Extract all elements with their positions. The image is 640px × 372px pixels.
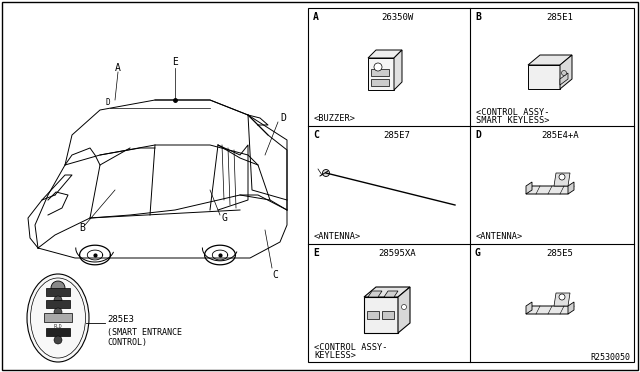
Text: E: E	[313, 248, 319, 258]
Text: C: C	[272, 270, 278, 280]
Text: 26350W: 26350W	[381, 13, 413, 22]
Bar	[371, 79, 389, 86]
Text: 285E3: 285E3	[107, 315, 134, 324]
Text: 28595XA: 28595XA	[378, 248, 416, 257]
Text: B: B	[475, 12, 481, 22]
Polygon shape	[526, 182, 532, 194]
Circle shape	[54, 336, 62, 344]
Circle shape	[323, 170, 330, 176]
Polygon shape	[528, 55, 572, 65]
Text: 285E5: 285E5	[547, 248, 573, 257]
Text: RLD: RLD	[54, 324, 62, 329]
Bar	[371, 69, 389, 76]
Text: B: B	[79, 223, 85, 233]
Text: C: C	[313, 130, 319, 140]
Circle shape	[561, 71, 566, 76]
Polygon shape	[368, 291, 382, 297]
Text: 285E1: 285E1	[547, 13, 573, 22]
Polygon shape	[526, 186, 574, 194]
Text: CONTROL): CONTROL)	[107, 337, 147, 346]
Circle shape	[54, 296, 62, 304]
Text: 285E7: 285E7	[383, 131, 410, 140]
Bar	[308, 8, 634, 362]
Text: SMART KEYLESS>: SMART KEYLESS>	[476, 115, 550, 125]
Text: <ANTENNA>: <ANTENNA>	[476, 231, 524, 241]
Bar	[44, 313, 72, 322]
Text: <BUZZER>: <BUZZER>	[314, 113, 356, 122]
Circle shape	[559, 294, 565, 300]
Bar	[368, 58, 394, 90]
Text: A: A	[313, 12, 319, 22]
Polygon shape	[526, 302, 532, 314]
Text: G: G	[475, 248, 481, 258]
Bar	[46, 300, 70, 308]
Text: R2530050: R2530050	[590, 353, 630, 362]
Polygon shape	[526, 306, 574, 314]
Text: <ANTENNA>: <ANTENNA>	[314, 231, 361, 241]
Polygon shape	[560, 55, 572, 89]
Polygon shape	[554, 173, 570, 186]
Polygon shape	[368, 50, 402, 58]
Polygon shape	[568, 302, 574, 314]
Polygon shape	[560, 73, 568, 85]
Text: D: D	[106, 97, 110, 106]
Bar	[46, 328, 70, 336]
Bar	[382, 311, 394, 319]
Polygon shape	[384, 291, 398, 297]
Polygon shape	[398, 287, 410, 333]
Ellipse shape	[27, 274, 89, 362]
Text: E: E	[172, 57, 178, 67]
Text: D: D	[475, 130, 481, 140]
Circle shape	[51, 281, 65, 295]
Polygon shape	[554, 293, 570, 306]
Text: G: G	[221, 213, 227, 223]
Text: D: D	[280, 113, 286, 123]
Circle shape	[559, 174, 565, 180]
Text: A: A	[115, 63, 121, 73]
Text: <CONTROL ASSY-: <CONTROL ASSY-	[314, 343, 387, 353]
Polygon shape	[568, 182, 574, 194]
Text: (SMART ENTRANCE: (SMART ENTRANCE	[107, 327, 182, 337]
Bar	[367, 311, 379, 319]
Text: <CONTROL ASSY-: <CONTROL ASSY-	[476, 108, 550, 116]
Circle shape	[401, 305, 406, 310]
Text: 285E4+A: 285E4+A	[541, 131, 579, 140]
Circle shape	[54, 308, 62, 316]
Polygon shape	[364, 287, 410, 297]
Polygon shape	[394, 50, 402, 90]
Text: KEYLESS>: KEYLESS>	[314, 352, 356, 360]
Circle shape	[374, 63, 382, 71]
Bar	[46, 288, 70, 296]
Polygon shape	[364, 297, 398, 333]
Polygon shape	[528, 65, 560, 89]
